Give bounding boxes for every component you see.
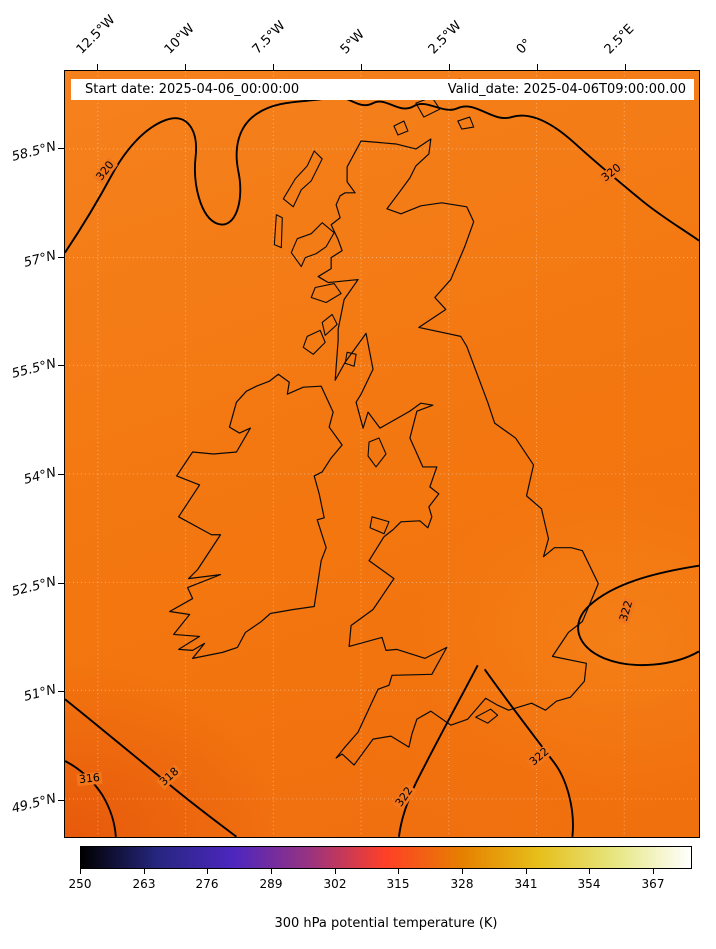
date-header-strip: Start date: 2025-04-06_00:00:00 Valid_da… [71, 79, 694, 100]
top-tick [449, 64, 450, 70]
map-canvas [65, 71, 699, 837]
left-tick [58, 800, 64, 801]
colorbar-label-302: 302 [323, 877, 347, 891]
left-tick [58, 474, 64, 475]
top-tick [625, 64, 626, 70]
lon-label-12-5w: 12.5°W [73, 12, 119, 58]
colorbar-label-289: 289 [259, 877, 283, 891]
colorbar-tick [526, 869, 527, 874]
colorbar-label-341: 341 [514, 877, 538, 891]
colorbar-label-367: 367 [641, 877, 665, 891]
colorbar-label-250: 250 [68, 877, 92, 891]
colorbar-tick [462, 869, 463, 874]
top-tick [537, 64, 538, 70]
colorbar-tick [589, 869, 590, 874]
coastline-islands [273, 78, 499, 724]
colorbar-tick [398, 869, 399, 874]
lon-label-0: 0° [513, 36, 535, 58]
colorbar-tick [80, 869, 81, 874]
start-date-text: Start date: 2025-04-06_00:00:00 [85, 82, 300, 97]
top-tick [97, 64, 98, 70]
colorbar [80, 846, 692, 869]
colorbar-label-315: 315 [386, 877, 410, 891]
contour-322-east [577, 564, 699, 667]
contour-322-south-west [398, 664, 479, 837]
top-tick [185, 64, 186, 70]
lat-label-57n: 57°N [22, 248, 58, 271]
lat-label-52-5n: 52.5°N [10, 574, 58, 600]
colorbar-tick [271, 869, 272, 874]
left-tick [58, 148, 64, 149]
colorbar-tick [207, 869, 208, 874]
left-tick [58, 365, 64, 366]
left-tick [58, 583, 64, 584]
colorbar-caption: 300 hPa potential temperature (K) [274, 916, 498, 931]
contour-322-south-east [483, 668, 574, 837]
colorbar-tick [335, 869, 336, 874]
graticule [65, 71, 699, 837]
lat-label-51n: 51°N [22, 682, 58, 705]
map-panel: 320 320 322 322 322 318 316 Start date: … [64, 70, 700, 838]
lon-label-7-5w: 7.5°W [249, 18, 289, 58]
colorbar-tick [653, 869, 654, 874]
colorbar-label-276: 276 [195, 877, 219, 891]
colorbar-tick [144, 869, 145, 874]
lon-label-2-5e: 2.5°E [601, 21, 638, 58]
left-tick [58, 691, 64, 692]
lat-label-54n: 54°N [22, 465, 58, 488]
lat-label-49-5n: 49.5°N [10, 791, 58, 817]
colorbar-label-328: 328 [450, 877, 474, 891]
coastline-ireland [169, 373, 343, 659]
lat-label-58-5n: 58.5°N [10, 139, 58, 165]
coastline-great-britain [317, 138, 599, 766]
colorbar-label-354: 354 [577, 877, 601, 891]
contour-318 [65, 698, 238, 837]
lat-label-55-5n: 55.5°N [10, 356, 58, 382]
lon-label-10w: 10°W [161, 21, 198, 58]
left-tick [58, 257, 64, 258]
valid-date-text: Valid_date: 2025-04-06T09:00:00.00 [447, 82, 686, 97]
contour-316 [65, 760, 117, 837]
lon-label-5w: 5°W [337, 27, 368, 58]
top-tick [273, 64, 274, 70]
colorbar-label-263: 263 [132, 877, 156, 891]
top-tick [361, 64, 362, 70]
lon-label-2-5w: 2.5°W [425, 18, 465, 58]
